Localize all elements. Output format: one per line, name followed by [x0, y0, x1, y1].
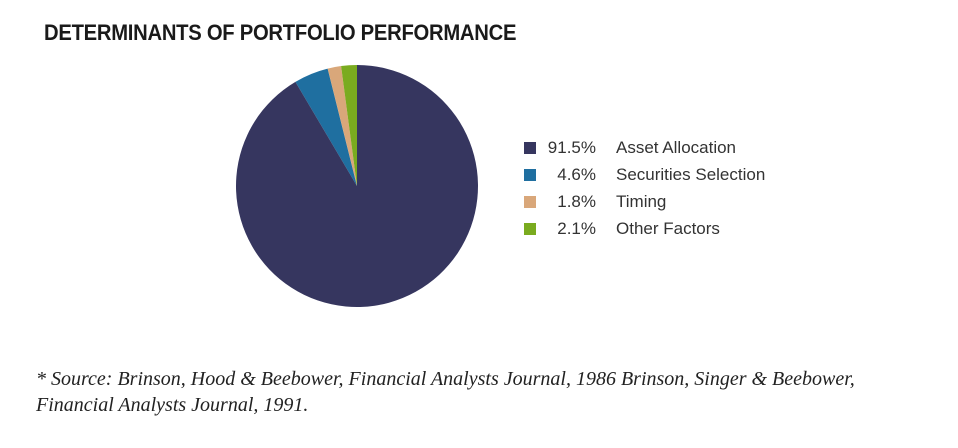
- legend-item-other-factors: 2.1% Other Factors: [524, 215, 765, 242]
- legend-item-timing: 1.8% Timing: [524, 188, 765, 215]
- legend-percent: 2.1%: [557, 218, 596, 238]
- legend-swatch: [524, 222, 536, 235]
- source-footnote: * Source: Brinson, Hood & Beebower, Fina…: [36, 368, 855, 416]
- pie-slice-securities-selection: [295, 68, 357, 186]
- legend-swatch: [524, 195, 536, 208]
- legend-item-asset-allocation: 91.5% Asset Allocation: [524, 134, 765, 161]
- chart-title: DETERMINANTS OF PORTFOLIO PERFORMANCE: [44, 20, 517, 45]
- legend-label: Asset Allocation: [616, 137, 737, 157]
- legend-percent: 91.5%: [547, 137, 596, 157]
- legend-swatch: [524, 168, 536, 181]
- pie-slice-other-factors: [341, 65, 357, 186]
- chart-legend: 91.5% Asset Allocation 4.6% Securities Sele…: [524, 134, 765, 242]
- legend-percent: 4.6%: [557, 164, 596, 184]
- legend-item-securities-selection: 4.6% Securities Selection: [524, 161, 765, 188]
- legend-swatch: [524, 141, 536, 154]
- pie-slice-timing: [327, 66, 357, 186]
- legend-label: Other Factors: [616, 218, 720, 238]
- legend-percent: 1.8%: [557, 191, 596, 211]
- legend-label: Timing: [616, 191, 667, 211]
- pie-slice-asset-allocation: [235, 65, 478, 307]
- legend-label: Securities Selection: [616, 164, 766, 184]
